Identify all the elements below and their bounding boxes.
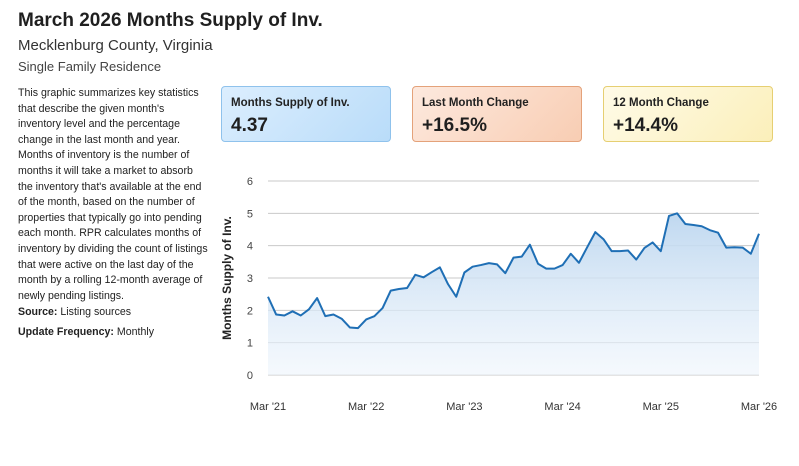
y-tick-label: 0 bbox=[247, 370, 253, 382]
source-label: Source: bbox=[18, 306, 58, 318]
card-label: 12 Month Change bbox=[613, 97, 709, 109]
y-tick-label: 3 bbox=[247, 273, 253, 285]
update-frequency-value: Monthly bbox=[116, 326, 154, 338]
last-month-change-card: Last Month Change +16.5% bbox=[412, 86, 582, 142]
twelve-month-change-card: 12 Month Change +14.4% bbox=[603, 86, 773, 142]
y-tick-label: 4 bbox=[247, 241, 253, 253]
x-tick-label: Mar '21 bbox=[250, 401, 286, 413]
update-frequency-label: Update Frequency: bbox=[18, 326, 114, 338]
page-title: March 2026 Months Supply of Inv. bbox=[18, 10, 323, 31]
location-subtitle: Mecklenburg County, Virginia bbox=[18, 37, 213, 54]
months-supply-card: Months Supply of Inv. 4.37 bbox=[221, 86, 391, 142]
y-tick-label: 5 bbox=[247, 208, 253, 220]
update-frequency-line: Update Frequency: Monthly bbox=[18, 326, 154, 338]
description-text: This graphic summarizes key statistics t… bbox=[18, 87, 208, 302]
source-value: Listing sources bbox=[60, 306, 132, 318]
card-value: +16.5% bbox=[422, 115, 487, 136]
series-line bbox=[267, 212, 760, 330]
card-label: Last Month Change bbox=[422, 97, 529, 109]
area-fill bbox=[268, 213, 759, 375]
x-tick-label: Mar '23 bbox=[446, 401, 482, 413]
x-tick-label: Mar '25 bbox=[643, 401, 679, 413]
property-type: Single Family Residence bbox=[18, 59, 162, 74]
source-line: Source: Listing sources bbox=[18, 306, 131, 318]
x-tick-label: Mar '24 bbox=[544, 401, 580, 413]
x-tick-label: Mar '22 bbox=[348, 401, 384, 413]
x-tick-label: Mar '26 bbox=[741, 401, 777, 413]
card-label: Months Supply of Inv. bbox=[231, 97, 350, 109]
y-tick-label: 1 bbox=[247, 338, 253, 350]
card-value: +14.4% bbox=[613, 115, 678, 136]
y-tick-label: 2 bbox=[247, 305, 253, 317]
card-value: 4.37 bbox=[231, 115, 268, 136]
y-axis-label: Months Supply of Inv. bbox=[220, 216, 234, 340]
y-tick-label: 6 bbox=[247, 176, 253, 188]
